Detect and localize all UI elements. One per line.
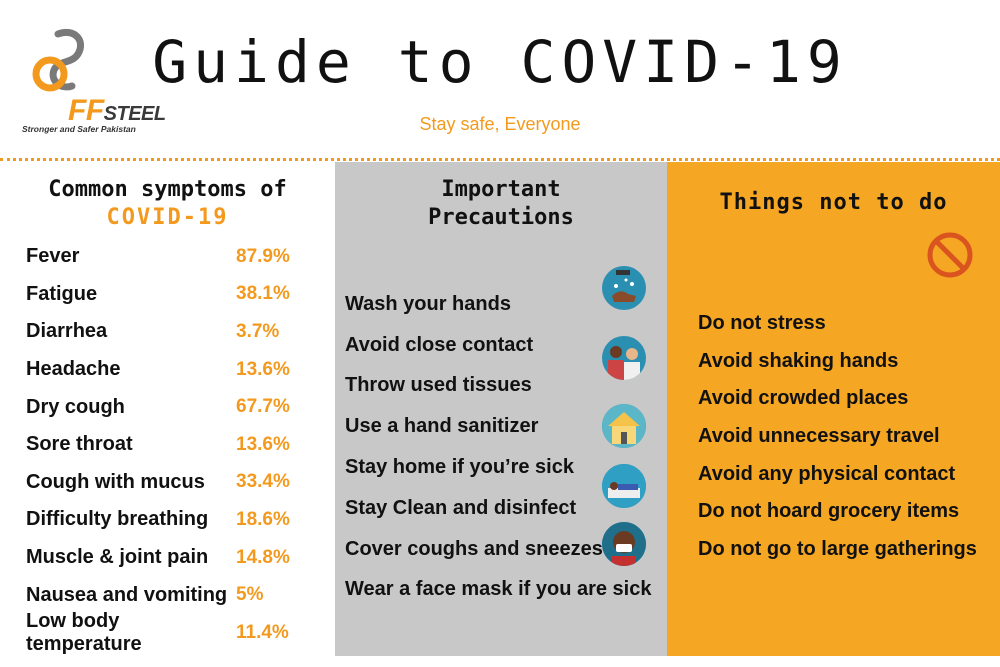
page-subtitle: Stay safe, Everyone [419,114,581,134]
symptom-name: Cough with mucus [26,470,205,493]
symptom-name: Muscle & joint pain [26,546,209,569]
symptom-row: Muscle & joint pain 14.8% [26,539,326,577]
precaution-item: Throw used tissues [345,374,532,397]
symptom-name: Fatigue [26,282,98,305]
brand-logo: FFSTEEL Stronger and Safer Pakistan [22,22,166,134]
dotted-divider [0,158,1000,161]
close-contact-icon [602,336,646,380]
precaution-item: Wear a face mask if you are sick [345,578,652,601]
precautions-list: Wash your hands Avoid close contact Throw … [345,284,665,610]
symptom-name: Nausea and vomiting [26,583,228,606]
symptom-row: Headache 13.6% [26,351,326,389]
symptom-percentage: 18.6% [236,508,290,530]
sick-in-bed-icon [602,464,646,508]
symptom-row: Difficulty breathing 18.6% [26,501,326,539]
symptoms-heading: Common symptoms of COVID-19 [48,177,287,230]
donts-panel: Things not to do Do not stress Avoid shak… [667,162,1000,656]
symptom-percentage: 38.1% [236,283,290,305]
symptom-percentage: 3.7% [236,320,280,342]
precaution-item: Stay home if you’re sick [345,456,574,479]
dont-item: Do not go to large gatherings [698,537,977,560]
home-icon [602,404,646,448]
symptom-row: Fatigue 38.1% [26,276,326,314]
symptom-name: Low body temperature [26,609,142,655]
logo-tagline: Stronger and Safer Pakistan [22,124,136,134]
hand-washing-icon [602,266,646,310]
symptom-name: Diarrhea [26,320,108,343]
precaution-item: Avoid close contact [345,333,534,356]
symptom-percentage: 13.6% [236,358,290,380]
logo-wordmark: FFSTEEL [68,94,166,127]
precaution-item: Use a hand sanitizer [345,415,539,438]
symptom-percentage: 5% [236,584,264,606]
symptom-percentage: 13.6% [236,433,290,455]
symptom-row: Sore throat 13.6% [26,426,326,464]
symptom-percentage: 67.7% [236,396,290,418]
dont-item: Do not hoard grocery items [698,500,960,523]
dont-item: Avoid crowded places [698,387,909,410]
symptom-percentage: 11.4% [236,621,289,643]
dont-item: Avoid any physical contact [698,462,956,485]
symptom-row: Dry cough 67.7% [26,388,326,426]
bottom-margin [0,656,1000,667]
symptom-name: Fever [26,245,80,268]
symptom-row: Cough with mucus 33.4% [26,464,326,502]
symptom-name: Difficulty breathing [26,508,209,531]
donts-heading: Things not to do [719,190,948,215]
symptom-percentage: 14.8% [236,546,290,568]
page-title: Guide to COVID-19 [152,28,848,96]
precaution-item: Stay Clean and disinfect [345,496,577,519]
dont-item: Avoid unnecessary travel [698,425,940,448]
face-mask-icon [602,522,646,566]
symptoms-panel: Common symptoms of COVID-19 Fever 87.9% Fa… [0,162,335,656]
symptom-name: Sore throat [26,433,133,456]
symptom-name: Headache [26,358,121,381]
dont-item: Avoid shaking hands [698,349,899,372]
precaution-item: Cover coughs and sneezes [345,537,603,560]
donts-list: Do not stress Avoid shaking hands Avoid cr… [698,305,998,568]
symptom-name: Dry cough [26,395,125,418]
dont-item: Do not stress [698,312,826,335]
symptom-percentage: 33.4% [236,471,290,493]
symptom-percentage: 87.9% [236,245,290,267]
precaution-item: Wash your hands [345,292,511,315]
precautions-heading: Important Precautions [428,177,574,230]
symptom-row: Diarrhea 3.7% [26,313,326,351]
symptoms-list: Fever 87.9% Fatigue 38.1% Diarrhea 3.7% Headac… [26,238,326,655]
prohibited-icon [927,232,973,278]
logo-mark-icon [32,29,84,92]
symptom-row: Fever 87.9% [26,238,326,276]
symptom-row: Nausea and vomiting 5% [26,576,326,614]
symptom-row: Low body temperature 11.4% [26,610,326,655]
